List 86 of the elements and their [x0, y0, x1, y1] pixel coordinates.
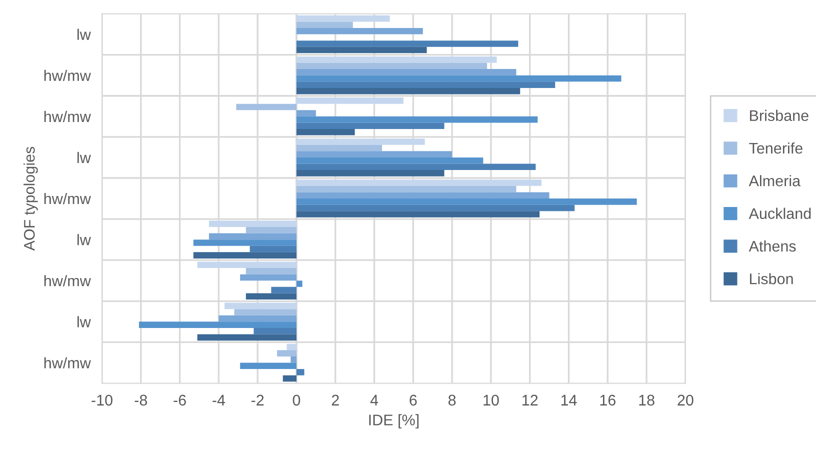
bar [193, 240, 296, 246]
x-tick-label: -10 [92, 394, 112, 406]
bar [197, 262, 296, 268]
bar [138, 322, 296, 328]
legend-label: Brisbane [750, 110, 808, 122]
bar [296, 144, 382, 152]
bar [296, 28, 423, 34]
bar [208, 220, 296, 227]
bar [282, 375, 296, 382]
x-tick-label: 20 [678, 394, 694, 406]
y-axis-title: AOF typologies [24, 146, 38, 251]
legend-label: Tenerife [749, 142, 802, 154]
bar [193, 252, 296, 258]
bar [296, 280, 302, 287]
bar [296, 138, 425, 145]
x-tick-label: 10 [484, 394, 499, 406]
x-tick-label: 12 [522, 394, 538, 406]
bar [296, 129, 355, 136]
bar [296, 204, 575, 212]
bar [296, 15, 390, 22]
y-tick-label: lw [77, 152, 91, 163]
bar [271, 286, 296, 294]
x-tick-label: 14 [561, 394, 577, 406]
bar [296, 192, 550, 199]
bar [218, 315, 296, 322]
bar [296, 369, 304, 376]
x-tick-label: 2 [332, 394, 339, 406]
bar [296, 56, 497, 63]
bar [296, 198, 637, 205]
bar [296, 122, 444, 129]
bar [277, 350, 296, 356]
bar [254, 328, 296, 334]
bar [234, 309, 296, 316]
x-tick-label: -8 [134, 394, 148, 406]
bar [296, 170, 444, 176]
bar [296, 116, 538, 123]
x-tick-label: 8 [448, 394, 456, 406]
y-tick-label: lw [77, 28, 91, 40]
bar [286, 344, 296, 350]
bar [296, 40, 518, 47]
bar [240, 274, 296, 281]
y-tick-label: hw/mw [44, 275, 91, 286]
x-tick-label: 0 [292, 394, 300, 406]
x-tick-label: 18 [639, 394, 654, 406]
x-tick-label: 4 [370, 394, 378, 406]
legend-label: Almeria [748, 175, 801, 186]
bar [250, 246, 296, 252]
bar [296, 75, 622, 82]
y-tick-label: hw/mw [44, 192, 91, 204]
x-tick-label: -6 [174, 394, 186, 406]
bar [290, 356, 296, 363]
bar [246, 293, 296, 300]
legend-label: Auckland [748, 208, 811, 219]
bar [296, 98, 404, 104]
bar [296, 62, 488, 70]
bar [296, 22, 353, 28]
bar [296, 46, 427, 54]
bar [296, 157, 484, 164]
bar [224, 302, 296, 310]
y-tick-label: hw/mw [44, 70, 91, 82]
x-tick-label: -2 [251, 394, 264, 406]
legend-label: Lisbon [750, 273, 793, 284]
bar [296, 151, 452, 158]
bar [296, 88, 520, 94]
legend-label: Athens [748, 240, 796, 252]
bar [296, 180, 542, 186]
x-tick-label: -4 [212, 394, 226, 406]
y-tick-label: lw [77, 316, 91, 328]
bar [296, 69, 516, 76]
bar [197, 334, 296, 341]
x-tick-label: 16 [600, 394, 616, 406]
bar [208, 233, 296, 240]
y-tick-label: hw/mw [44, 357, 91, 368]
bar [240, 362, 296, 370]
bar [296, 186, 516, 192]
bar [246, 226, 296, 234]
bar [296, 110, 316, 116]
x-axis-title: IDE [%] [369, 414, 419, 428]
x-tick-label: 6 [410, 394, 417, 406]
bar [296, 164, 536, 170]
y-tick-label: hw/mw [44, 110, 91, 122]
y-tick-label: lw [77, 234, 91, 246]
bar [296, 211, 540, 218]
bar [246, 268, 296, 274]
bar [236, 104, 296, 110]
bar [296, 82, 556, 88]
